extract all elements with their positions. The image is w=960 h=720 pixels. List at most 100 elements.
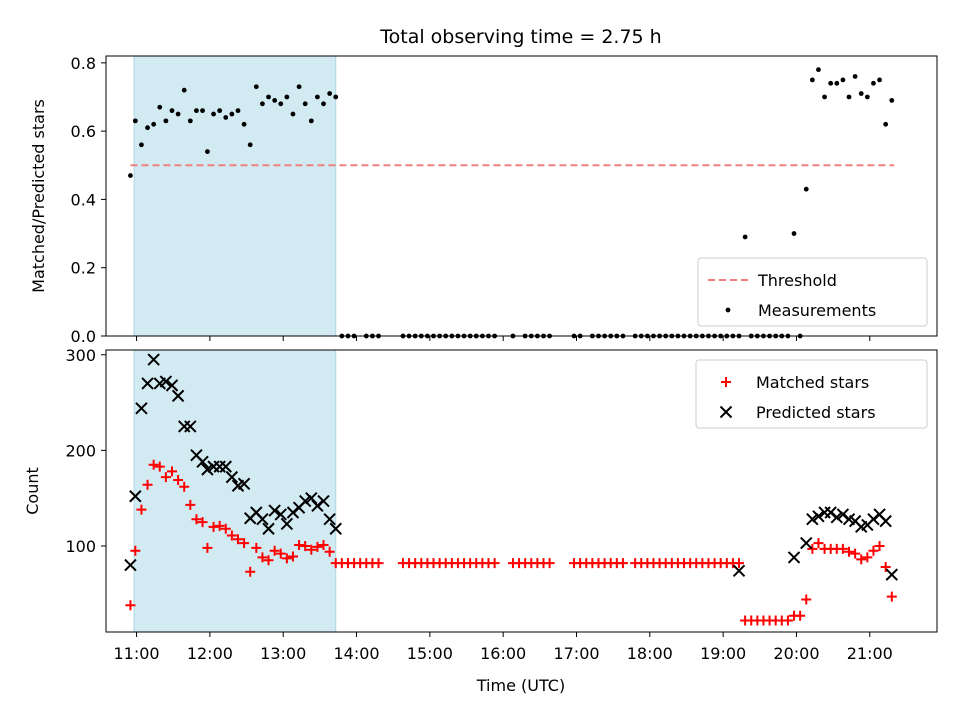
x-tick-label: 14:00 (333, 644, 379, 663)
predicted-star-point (237, 477, 251, 491)
matched-star-point (142, 479, 153, 490)
predicted-star-point (256, 512, 269, 526)
measurement-point (205, 149, 210, 155)
measurement-point (151, 121, 157, 127)
matched-star-point (544, 558, 555, 569)
predicted-star-point (329, 522, 342, 535)
matched-star-point (844, 546, 855, 557)
measurement-point (315, 94, 320, 100)
matched-star-point (850, 548, 861, 559)
measurement-point (211, 111, 216, 117)
matched-star-point (306, 544, 317, 555)
measurement-point (284, 94, 290, 100)
measurement-point (816, 67, 821, 73)
measurement-point (235, 108, 241, 114)
matched-star-point (281, 553, 292, 564)
matched-star-point (489, 558, 500, 569)
measurement-point (278, 101, 284, 107)
matched-star-point (269, 545, 280, 556)
measurement-point (200, 108, 205, 114)
matched-star-point (275, 548, 286, 559)
predicted-star-point (280, 517, 294, 531)
predicted-star-point (219, 460, 232, 473)
matched-star-point (125, 600, 136, 611)
predicted-star-point (885, 568, 898, 581)
measurement-point (877, 77, 882, 83)
measurement-point (852, 74, 858, 79)
observing-span (133, 349, 337, 633)
matched-star-point (160, 472, 171, 483)
legend-predicted-swatch (719, 405, 733, 419)
legend-box (697, 257, 928, 327)
measurement-point (163, 118, 169, 124)
matched-star-point (239, 538, 250, 549)
measurement-point (241, 121, 247, 127)
predicted-star-point (159, 375, 173, 388)
matched-star-point (257, 552, 268, 563)
axes-frame (105, 55, 938, 337)
measurement-point (169, 108, 175, 114)
legend-label: Matched stars (756, 373, 869, 392)
measurement-point (157, 104, 163, 110)
measurement-point (175, 111, 181, 117)
observing-span (133, 55, 337, 337)
legend-label: Predicted stars (756, 403, 876, 422)
measurement-point (822, 94, 827, 100)
legend-box (695, 359, 928, 429)
matched-star-point (166, 466, 177, 477)
measurement-point (272, 97, 278, 103)
y-tick-label: 100 (65, 537, 96, 556)
measurement-point (889, 97, 895, 103)
predicted-star-point (141, 377, 154, 390)
x-axis-label: Time (UTC) (476, 676, 565, 695)
measurement-point (327, 91, 333, 96)
matched-star-point (318, 540, 329, 551)
measurement-point (803, 186, 809, 192)
matched-star-point (287, 551, 298, 562)
measurement-point (132, 118, 138, 124)
matched-star-point (245, 566, 256, 577)
predicted-star-point (196, 455, 209, 469)
matched-star-point (373, 558, 384, 569)
predicted-star-point (787, 551, 801, 564)
x-tick-label: 21:00 (847, 644, 893, 663)
x-tick-label: 15:00 (407, 644, 453, 663)
matched-star-point (734, 558, 745, 569)
predicted-star-point (806, 512, 819, 526)
measurement-point (871, 80, 876, 86)
measurement-point (321, 101, 326, 107)
x-tick-label: 19:00 (700, 644, 746, 663)
measurement-point (223, 115, 229, 120)
measurement-point (229, 111, 235, 117)
y-tick-label: 0.4 (71, 190, 96, 209)
predicted-star-point (262, 522, 275, 535)
matched-star-point (795, 610, 806, 621)
measurement-point (302, 101, 308, 107)
matched-star-point (197, 517, 208, 528)
matched-star-point (220, 523, 231, 534)
predicted-star-point (268, 504, 281, 517)
matched-star-point (880, 561, 891, 572)
predicted-star-point (184, 420, 197, 433)
measurement-point (846, 94, 852, 100)
measurement-point (308, 118, 314, 124)
matched-star-point (136, 504, 147, 515)
legend: Matched stars Predicted stars (695, 359, 928, 429)
matched-star-point (232, 534, 243, 545)
measurement-point (333, 94, 339, 100)
matched-star-point (617, 558, 628, 569)
measurement-point (266, 94, 271, 100)
matched-star-point (886, 591, 897, 602)
measurement-point (247, 142, 253, 148)
matched-star-point (837, 543, 848, 554)
y-tick-label: 0.8 (71, 54, 96, 73)
matched-star-point (874, 540, 885, 551)
matched-star-point (300, 540, 311, 551)
x-tick-label: 17:00 (553, 644, 599, 663)
predicted-star-point (165, 379, 179, 392)
measurement-point (181, 87, 187, 93)
measurement-point (145, 125, 150, 131)
x-tick-label: 13:00 (260, 644, 306, 663)
y-axis-label: Matched/Predicted stars (29, 99, 48, 293)
